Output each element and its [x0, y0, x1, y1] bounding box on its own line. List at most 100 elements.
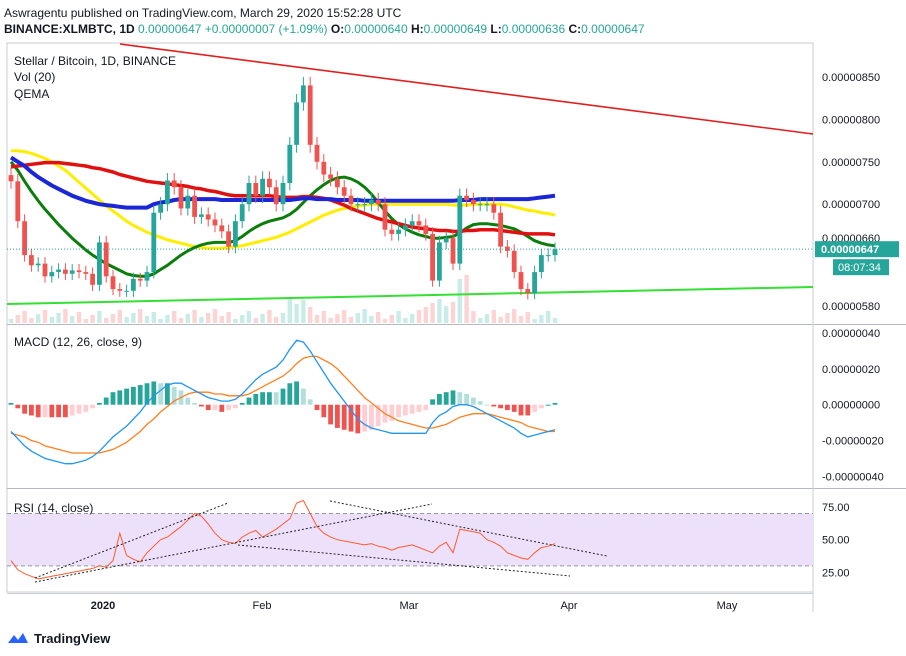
rsi-trendline [329, 500, 608, 557]
volume-bar [172, 311, 177, 323]
macd-histogram-bar [341, 404, 347, 430]
candle-body [416, 221, 422, 226]
candle-body [22, 221, 27, 256]
candle-body [477, 204, 483, 206]
volume-bar [478, 318, 483, 323]
volume-bar [539, 315, 544, 323]
candle-body [8, 175, 14, 182]
candle-body [430, 233, 435, 281]
macd-histogram-bar [511, 404, 517, 412]
macd-histogram-bar [389, 404, 395, 421]
volume-bar [423, 307, 428, 323]
candle-body [192, 195, 197, 217]
candle-body [158, 204, 163, 213]
macd-histogram-bar [403, 404, 408, 416]
volume-bar [212, 309, 218, 323]
volume-bar [63, 309, 68, 323]
volume-bar [464, 275, 469, 323]
candle-body [423, 225, 429, 234]
candle-body [69, 270, 75, 274]
candle-body [525, 289, 531, 294]
countdown-tag-label: 08:07:34 [838, 262, 881, 274]
volume-bar [389, 315, 394, 323]
macd-histogram-bar [212, 404, 218, 411]
volume-bar [280, 313, 286, 323]
close-value: 0.00000647 [581, 22, 645, 36]
publish-info: Aswragentu published on TradingView.com,… [4, 6, 402, 20]
rsi-tick-label: 50.00 [822, 535, 850, 547]
macd-histogram-bar [416, 404, 422, 412]
macd-histogram-bar [314, 404, 320, 411]
volume-bar [532, 319, 537, 323]
high-label: H: [410, 22, 424, 36]
volume-bar [233, 319, 238, 323]
rsi-band [8, 513, 812, 566]
tradingview-logo-icon [8, 633, 28, 643]
candle-body [369, 199, 374, 205]
volume-bar [294, 304, 299, 323]
candle-body [403, 225, 408, 230]
macd-histogram-bar [233, 404, 238, 409]
macd-histogram-bar [165, 383, 170, 405]
candle-body [267, 178, 272, 188]
volume-bar [49, 317, 54, 323]
candle-body [505, 246, 510, 251]
candle-body [185, 195, 191, 209]
candle-body [518, 272, 524, 290]
candle-body [375, 199, 381, 205]
macd-histogram-bar [117, 390, 123, 405]
volume-bar [321, 311, 326, 323]
volume-bar [457, 279, 462, 323]
candle-body [314, 144, 320, 162]
macd-histogram-bar [260, 392, 265, 405]
volume-bar [450, 302, 456, 323]
open-value: 0.00000640 [344, 22, 408, 36]
macd-histogram-bar [423, 404, 429, 411]
last-price: 0.00000647 [138, 22, 202, 36]
volume-bar [287, 297, 292, 323]
price-change: +0.00000007 (+1.09%) [204, 22, 328, 36]
volume-bar [362, 309, 367, 323]
volume-bar [518, 316, 524, 323]
candle-body [471, 199, 476, 205]
macd-histogram-bar [8, 402, 14, 405]
candle-body [362, 204, 367, 206]
candle-body [49, 272, 55, 277]
rsi-title: RSI (14, close) [14, 501, 93, 515]
macd-histogram-bar [137, 385, 143, 405]
macd-histogram-bar [15, 404, 21, 409]
macd-histogram-bar [552, 402, 558, 405]
volume-bar [260, 314, 265, 323]
volume-bar [512, 309, 517, 323]
candle-body [382, 204, 388, 230]
candle-body [63, 269, 68, 274]
price-tick-label: 0.00000700 [822, 199, 880, 211]
macd-histogram-bar [90, 404, 95, 409]
chart-header: Aswragentu published on TradingView.com,… [0, 0, 906, 40]
candle-body [226, 231, 231, 247]
candle-body [103, 242, 109, 277]
macd-histogram-bar [307, 399, 313, 405]
candle-body [511, 250, 517, 273]
volume-bar [70, 316, 75, 323]
volume-bar [206, 313, 211, 323]
volume-bar [199, 317, 204, 323]
time-tick-label: May [717, 600, 738, 612]
volume-bar [369, 316, 374, 323]
candle-body [219, 225, 225, 232]
candle-body [301, 85, 306, 103]
candle-body [287, 144, 293, 183]
rsi-tick-label: 75.00 [822, 502, 850, 514]
symbol-label: BINANCE:XLMBTC, 1D [4, 22, 135, 36]
macd-histogram-bar [545, 404, 551, 406]
macd-histogram-bar [335, 404, 340, 428]
volume-bar [355, 313, 360, 323]
price-tick-label: 0.00000850 [822, 72, 880, 84]
candle-body [450, 238, 456, 264]
volume-bar [525, 312, 530, 323]
macd-histogram-bar [280, 388, 286, 405]
volume-bar [410, 314, 415, 323]
candle-body [457, 195, 463, 264]
macd-title: MACD (12, 26, close, 9) [14, 335, 142, 349]
